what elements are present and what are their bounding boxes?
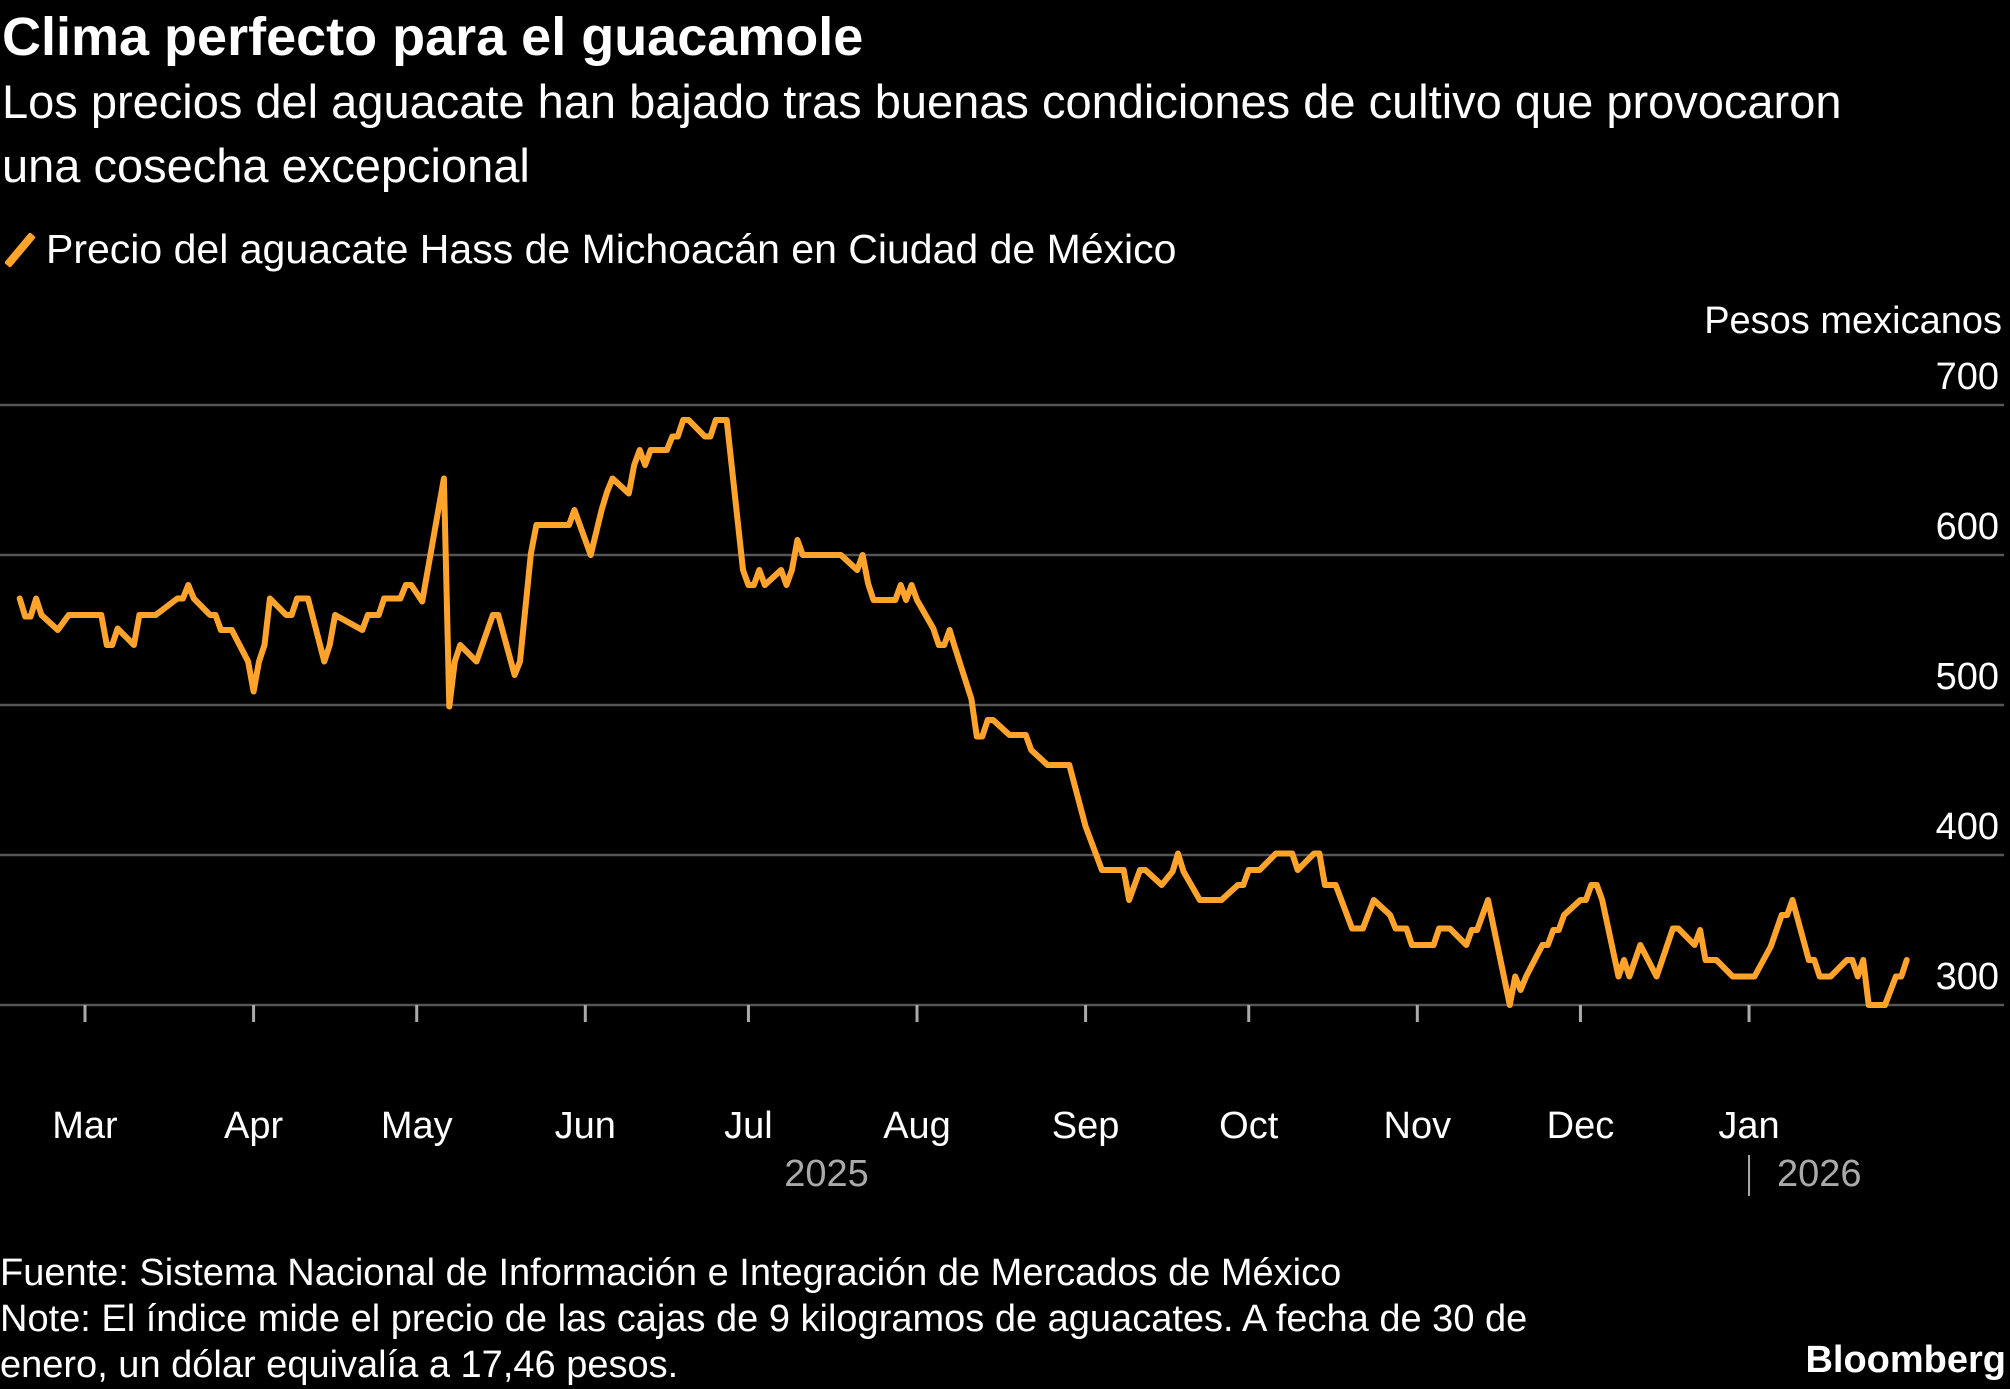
x-tick-label: Jan: [1718, 1105, 1779, 1147]
x-tick-label: Oct: [1219, 1105, 1279, 1147]
x-tick-label: Dec: [1547, 1105, 1615, 1147]
y-tick-label: 600: [1936, 506, 1999, 548]
x-tick-label: Apr: [224, 1105, 283, 1147]
x-tick-label: Jul: [724, 1105, 773, 1147]
y-tick-label: 400: [1936, 806, 1999, 848]
x-tick-label: Aug: [883, 1105, 951, 1147]
y-tick-label: 500: [1936, 656, 1999, 698]
note-text-line2: enero, un dólar equivalía a 17,46 pesos.: [0, 1344, 679, 1386]
source-text: Fuente: Sistema Nacional de Información …: [0, 1252, 1342, 1294]
bloomberg-logo: Bloomberg: [1805, 1339, 2006, 1381]
y-axis-unit-label: Pesos mexicanos: [1704, 300, 2002, 342]
x-tick-label: May: [381, 1105, 453, 1147]
y-tick-label: 300: [1936, 956, 1999, 998]
y-tick-label: 700: [1936, 356, 1999, 398]
note-text-line1: Note: El índice mide el precio de las ca…: [0, 1298, 1528, 1340]
x-tick-label: Jun: [555, 1105, 616, 1147]
x-tick-label: Sep: [1052, 1105, 1120, 1147]
legend: Precio del aguacate Hass de Michoacán en…: [4, 226, 1177, 273]
price-series-line: [16, 417, 1910, 1008]
x-tick-label: Mar: [52, 1105, 118, 1147]
x-tick-label: Nov: [1384, 1105, 1452, 1147]
year-label-2026: 2026: [1777, 1153, 1862, 1195]
legend-label: Precio del aguacate Hass de Michoacán en…: [46, 226, 1177, 272]
chart-title: Clima perfecto para el guacamole: [2, 7, 864, 67]
year-label-2025: 2025: [784, 1153, 869, 1195]
chart-subtitle: Los precios del aguacate han bajado tras…: [2, 75, 1842, 192]
footer-notes: Fuente: Sistema Nacional de Información …: [0, 1250, 1527, 1388]
